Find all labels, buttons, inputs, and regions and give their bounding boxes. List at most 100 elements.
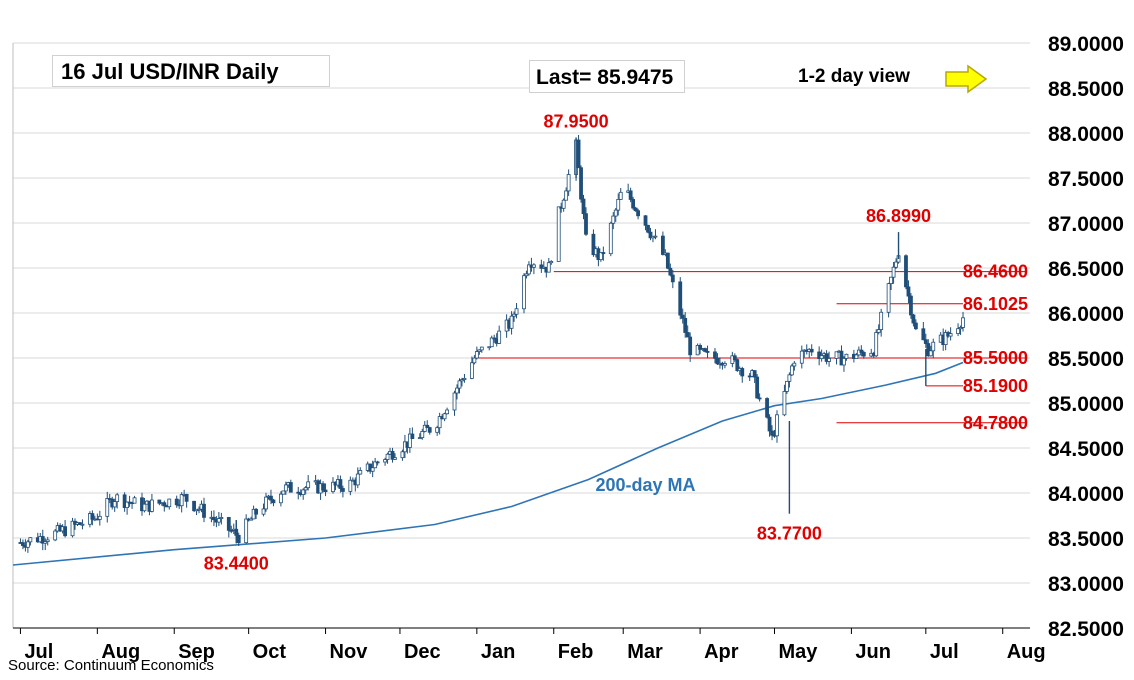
candle-body — [546, 262, 551, 273]
candle-body — [601, 252, 606, 255]
candle-body — [894, 261, 898, 268]
candle-body — [306, 481, 311, 489]
candle-body — [923, 339, 928, 344]
candle-body — [584, 213, 588, 235]
candle-body — [685, 332, 690, 338]
candle-body — [732, 355, 737, 361]
chart-title: 16 Jul USD/INR Daily — [52, 55, 330, 87]
candle-body — [755, 376, 760, 399]
candle-body — [132, 497, 137, 504]
candle-body — [355, 473, 360, 486]
x-tick-label: Jun — [855, 641, 891, 663]
candle-body — [179, 494, 184, 507]
candle-body — [427, 427, 432, 433]
candle-body — [556, 206, 561, 262]
candle-body — [561, 199, 566, 209]
candle-body — [229, 529, 234, 532]
y-tick-label: 83.5000 — [1048, 528, 1124, 551]
candle-body — [509, 315, 514, 329]
candle-body — [514, 308, 519, 315]
candle-body — [636, 210, 640, 217]
candle-body — [420, 431, 425, 439]
candle-body — [28, 537, 33, 543]
candle-body — [740, 368, 745, 377]
y-tick-label: 85.0000 — [1048, 393, 1124, 416]
candle-body — [958, 327, 963, 330]
candle-body — [249, 518, 254, 521]
y-tick-label: 86.5000 — [1048, 258, 1124, 281]
candle-body — [385, 453, 390, 460]
candle-body — [889, 276, 893, 285]
candle-body — [566, 174, 571, 192]
candle-body — [122, 494, 127, 508]
x-tick-label: Mar — [627, 641, 663, 663]
x-axis: Jul Aug Sep Oct Nov Dec Jan Feb Mar Apr May Jun Jul A… — [19, 628, 1046, 663]
candle-body — [876, 329, 881, 333]
candle-body — [301, 489, 306, 495]
candle-body — [713, 351, 717, 359]
candle-body — [948, 333, 953, 337]
candle-body — [338, 479, 343, 489]
candle-body — [261, 508, 266, 515]
y-tick-label: 82.5000 — [1048, 618, 1124, 641]
candle-body — [539, 264, 544, 269]
candle-body — [321, 483, 325, 491]
candle-body — [643, 215, 648, 226]
candle-body — [25, 541, 30, 548]
candle-body — [469, 362, 474, 379]
candle-body — [665, 252, 670, 269]
candle-body — [735, 359, 740, 372]
candle-body — [705, 351, 710, 353]
candle-body — [787, 374, 792, 382]
candle-body — [723, 363, 727, 366]
candle-body — [522, 275, 526, 310]
candle-body — [698, 345, 702, 350]
chart-grid — [12, 42, 1030, 629]
candle-body — [417, 437, 422, 440]
candle-body — [683, 317, 688, 333]
candle-body — [479, 346, 484, 351]
candle-body — [678, 281, 683, 316]
candle-body — [358, 470, 363, 475]
x-tick-label: Jul — [930, 641, 959, 663]
candle-body — [631, 199, 636, 209]
candle-body — [879, 311, 884, 330]
level-label: 84.7800 — [963, 413, 1028, 433]
candle-body — [576, 139, 581, 169]
candle-body — [236, 534, 241, 544]
candle-body — [125, 501, 130, 508]
candle-body — [653, 235, 658, 238]
candle-body — [943, 332, 948, 346]
candle-body — [90, 513, 95, 520]
last-price-label: Last= 85.9475 — [529, 60, 685, 93]
candle-body — [680, 314, 685, 319]
candle-body — [283, 484, 288, 492]
candle-body — [303, 487, 308, 491]
candle-body — [278, 493, 283, 504]
candle-body — [497, 330, 502, 344]
x-tick-label: Apr — [704, 641, 739, 663]
candle-body — [264, 496, 268, 510]
candle-body — [695, 345, 700, 356]
candle-body — [844, 353, 849, 359]
level-lines: 86.4600 86.1025 85.5000 85.1900 84.7800 — [474, 262, 1028, 433]
candle-body — [115, 494, 120, 503]
candle-body — [373, 461, 378, 469]
candle-body — [445, 409, 449, 415]
candle-body — [202, 503, 206, 518]
candle-body — [157, 499, 162, 504]
candle-body — [487, 346, 492, 349]
candle-body — [628, 190, 633, 200]
candle-body — [703, 348, 707, 352]
extreme-label: 86.8990 — [866, 206, 931, 226]
candle-body — [442, 413, 447, 420]
candle-body — [474, 351, 479, 359]
candle-body — [824, 353, 829, 362]
candle-body — [564, 190, 569, 201]
candle-body — [775, 414, 779, 437]
annotations: 87.9500 86.8990 83.7700 83.4400 — [204, 112, 931, 574]
x-tick-label: Aug — [101, 641, 140, 663]
x-tick-label: Jul — [24, 641, 53, 663]
y-tick-label: 84.0000 — [1048, 483, 1124, 506]
candle-body — [40, 536, 45, 544]
